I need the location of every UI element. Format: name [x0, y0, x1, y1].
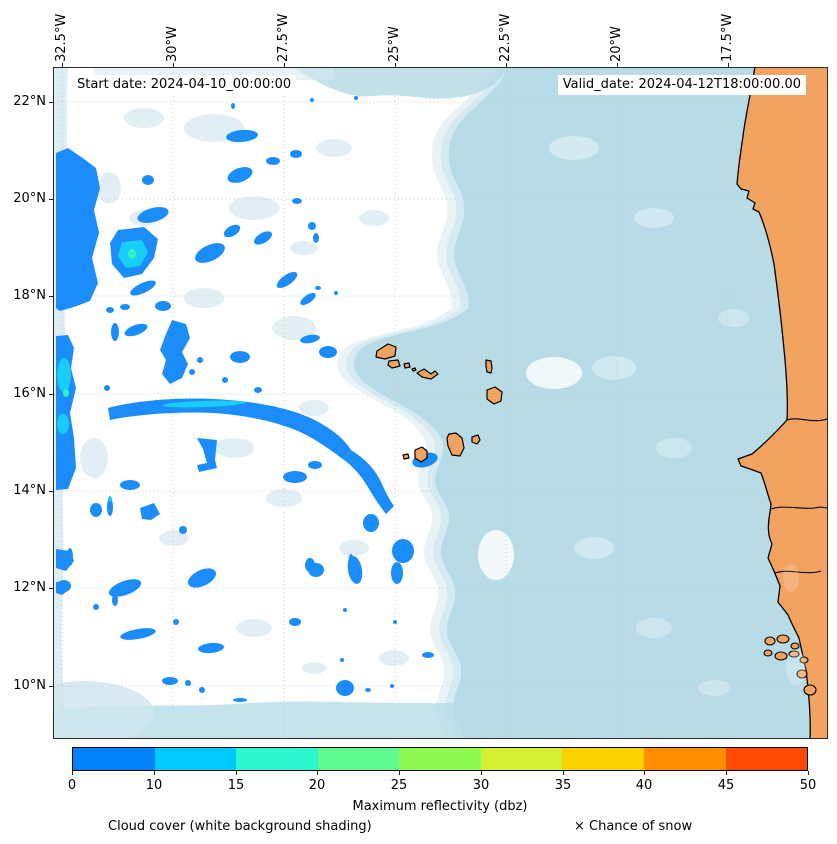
island [416, 368, 439, 380]
colorbar-tick-label: 0 [67, 778, 77, 793]
x-tick-label: 17.5°W [720, 13, 735, 62]
colorbar-tick-label: 50 [799, 778, 817, 793]
tick-mark [49, 199, 54, 200]
colorbar-tick-label: 15 [227, 778, 245, 793]
y-tick-label: 20°N [13, 191, 46, 206]
colorbar-label: Maximum reflectivity (dbz) [352, 799, 528, 814]
x-tick-label: 25°W [387, 26, 402, 62]
colorbar-segment [399, 748, 481, 770]
colorbar-tick-label: 10 [145, 778, 163, 793]
map-canvas [54, 68, 827, 738]
colorbar-segment [725, 748, 808, 770]
tick-mark [62, 63, 63, 68]
colorbar-segment [562, 748, 644, 770]
island [403, 362, 411, 369]
x-tick-label: 22.5°W [498, 13, 513, 62]
tick-mark [399, 771, 400, 775]
island [446, 432, 465, 457]
africa-landmass [736, 68, 827, 738]
island [387, 359, 401, 369]
colorbar-tick-label: 20 [308, 778, 326, 793]
tick-mark [728, 63, 729, 68]
tick-mark [49, 102, 54, 103]
island [414, 446, 428, 463]
island [402, 453, 410, 460]
y-tick-label: 14°N [13, 483, 46, 498]
y-tick-label: 12°N [13, 580, 46, 595]
colorbar-tick-label: 35 [554, 778, 572, 793]
colorbar [72, 747, 808, 771]
colorbar-segment [73, 748, 155, 770]
tick-mark [49, 296, 54, 297]
valid-date-label: Valid_date: 2024-04-12T18:00:00.00 [557, 75, 806, 95]
cloud-texture [80, 108, 409, 674]
tick-mark [49, 394, 54, 395]
x-tick-label: 32.5°W [54, 13, 69, 62]
y-tick-label: 16°N [13, 386, 46, 401]
start-date-label: Start date: 2024-04-10_00:00:00 [72, 75, 297, 95]
y-tick-label: 10°N [13, 678, 46, 693]
tick-mark [49, 686, 54, 687]
tick-mark [236, 771, 237, 775]
y-tick-label: 22°N [13, 94, 46, 109]
colorbar-tick-label: 30 [472, 778, 490, 793]
legend-cloud-cover: Cloud cover (white background shading) [108, 819, 372, 834]
colorbar-segment [154, 748, 237, 770]
tick-mark [481, 771, 482, 775]
y-tick-label: 18°N [13, 288, 46, 303]
reflectivity-patches [56, 96, 821, 702]
tick-mark [506, 63, 507, 68]
island [375, 343, 397, 360]
tick-mark [154, 771, 155, 775]
tick-mark [726, 771, 727, 775]
tick-mark [173, 63, 174, 68]
colorbar-segment [480, 748, 563, 770]
island [411, 367, 417, 372]
tick-mark [49, 588, 54, 589]
tick-mark [72, 771, 73, 775]
tick-mark [49, 491, 54, 492]
island [485, 359, 493, 374]
colorbar-segment [317, 748, 400, 770]
x-tick-label: 27.5°W [276, 13, 291, 62]
tick-mark [644, 771, 645, 775]
tick-mark [284, 63, 285, 68]
tick-mark [395, 63, 396, 68]
colorbar-tick-label: 45 [717, 778, 735, 793]
map-plot-area: Start date: 2024-04-10_00:00:00 Valid_da… [53, 67, 828, 739]
legend-chance-of-snow: × Chance of snow [574, 819, 693, 834]
colorbar-segment [643, 748, 726, 770]
clear-ocean-region [54, 68, 827, 738]
colorbar-tick-label: 25 [390, 778, 408, 793]
colorbar-segment [236, 748, 318, 770]
colorbar-tick-label: 40 [635, 778, 653, 793]
tick-mark [808, 771, 809, 775]
tick-mark [317, 771, 318, 775]
tick-mark [563, 771, 564, 775]
x-tick-label: 30°W [165, 26, 180, 62]
gridlines [54, 68, 827, 738]
island [471, 434, 481, 445]
cape-verde-islands [375, 343, 503, 463]
tick-mark [617, 63, 618, 68]
island [486, 386, 503, 405]
x-tick-label: 20°W [609, 26, 624, 62]
